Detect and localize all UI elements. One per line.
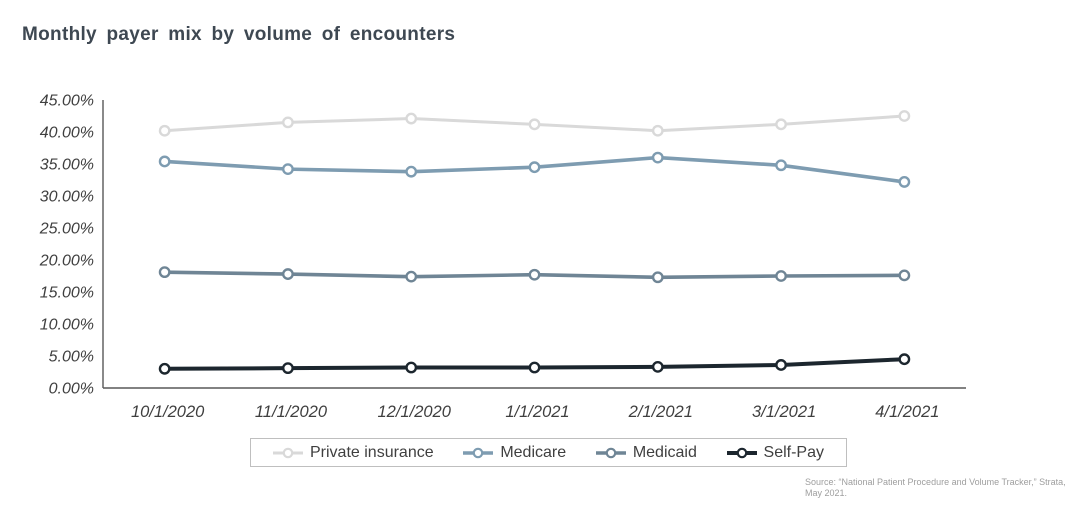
data-point-self-pay-4 [651,360,664,373]
y-tick-label-30: 30.00% [40,189,94,206]
series-medicare [158,151,911,188]
data-point-medicaid-2 [405,270,418,283]
x-tick-label-1-1-2021: 1/1/2021 [505,403,569,421]
data-point-medicaid-0 [158,266,171,279]
x-tick-label-2-1-2021: 2/1/2021 [628,403,693,421]
data-point-medicare-3 [528,161,541,174]
chart-legend: Private insurance Medicare Medicaid Self-Pa… [250,438,847,467]
legend-marker-point-self-pay [736,447,747,458]
series-medicaid [158,266,911,284]
data-point-private-insurance-3 [528,118,541,131]
y-tick-label-35: 35.00% [40,157,94,174]
data-point-self-pay-5 [775,359,787,371]
series-private-insurance [158,110,911,137]
y-tick-label-40: 40.00% [40,125,94,142]
source-line-2: May 2021. [805,488,848,498]
y-tick-label-15: 15.00% [40,285,94,302]
legend-label-medicare: Medicare [500,443,567,461]
x-tick-label-4-1-2021: 4/1/2021 [875,403,939,421]
data-point-self-pay-6 [898,353,911,366]
y-tick-label-25: 25.00% [39,221,94,238]
legend-marker-self-pay-icon [726,447,757,458]
data-point-medicare-0 [158,155,171,168]
legend-item-self-pay: Self-Pay [726,443,824,462]
x-tick-label-3-1-2021: 3/1/2021 [752,403,816,421]
x-tick-label-11-1-2020: 11/1/2020 [255,403,328,421]
data-point-private-insurance-1 [282,116,294,129]
data-point-medicare-1 [282,163,294,176]
data-point-medicare-5 [775,159,787,172]
chart-title: Monthly payer mix by volume of encounter… [22,24,456,45]
legend-marker-point-medicare [473,447,484,458]
legend-label-medicaid: Medicaid [632,443,697,461]
x-tick-label-10-1-2020: 10/1/2020 [131,403,205,421]
legend-item-medicaid: Medicaid [595,443,697,462]
legend-label-self-pay: Self-Pay [763,443,824,461]
data-point-medicaid-1 [282,268,294,280]
legend-item-private-insurance: Private insurance [273,444,434,462]
y-tick-label-0: 0.00% [49,381,94,398]
y-tick-label-20: 20.00% [39,253,94,270]
data-point-medicare-2 [405,165,418,178]
y-tick-label-5: 5.00% [49,349,94,366]
data-point-medicaid-5 [775,270,787,282]
data-point-private-insurance-5 [775,118,787,131]
source-note: Source: “National Patient Procedure and … [805,477,1075,499]
data-point-private-insurance-2 [405,112,418,125]
legend-marker-point-medicaid [605,447,617,458]
legend-marker-medicare-icon [463,447,494,458]
source-line-1: Source: “National Patient Procedure and … [805,477,1066,487]
data-point-self-pay-3 [528,361,541,374]
x-tick-label-12-1-2020: 12/1/2020 [378,403,452,421]
data-point-medicaid-3 [528,268,541,281]
data-point-medicare-6 [898,176,911,188]
y-tick-label-45: 45.00% [40,93,94,110]
data-point-private-insurance-6 [898,110,911,122]
legend-label-private-insurance: Private insurance [310,443,434,461]
legend-marker-medicaid-icon [595,447,626,458]
series-self-pay [158,353,911,375]
data-point-private-insurance-0 [158,124,171,137]
data-point-self-pay-2 [405,361,418,374]
data-point-self-pay-0 [158,362,171,375]
legend-item-medicare: Medicare [463,444,566,462]
data-point-self-pay-1 [282,362,294,375]
data-point-medicare-4 [651,151,664,164]
data-point-private-insurance-4 [651,124,664,137]
legend-marker-point-private-insurance [282,447,294,458]
legend-marker-private-insurance-icon [273,447,303,458]
data-point-medicaid-4 [651,271,664,284]
y-tick-label-10: 10.00% [40,317,94,334]
data-point-medicaid-6 [898,269,911,282]
